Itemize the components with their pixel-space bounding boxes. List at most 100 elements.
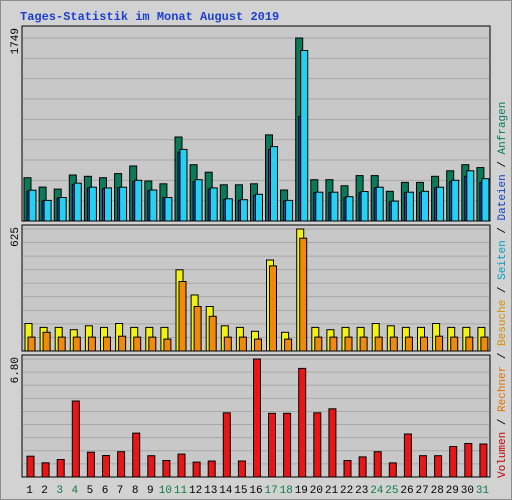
bar-volumen-day-23 — [358, 456, 367, 478]
bar-volumen-day-3 — [56, 459, 65, 478]
legend-item-anfragen: Anfragen — [497, 102, 509, 155]
bar-volumen-day-19 — [298, 367, 307, 478]
x-tick-label-day-5: 5 — [87, 485, 94, 497]
bar-rechner-day-28 — [435, 335, 444, 352]
x-tick-label-day-29: 29 — [446, 485, 459, 497]
bar-volumen-day-11 — [177, 453, 186, 478]
x-tick-label-day-10: 10 — [159, 485, 172, 497]
bar-volumen-day-8 — [132, 432, 141, 478]
x-tick-label-day-6: 6 — [102, 485, 109, 497]
bar-seiten-day-3 — [58, 197, 67, 222]
bar-rechner-day-23 — [359, 336, 368, 352]
bar-volumen-day-2 — [41, 462, 50, 478]
legend-separator: / — [497, 220, 509, 240]
bar-volumen-day-10 — [162, 460, 171, 478]
bar-rechner-day-25 — [389, 336, 398, 352]
x-tick-label-day-7: 7 — [117, 485, 124, 497]
bar-rechner-day-1 — [27, 336, 36, 352]
y-max-label: 625 — [10, 227, 22, 247]
legend-separator: / — [497, 154, 509, 174]
bar-volumen-day-21 — [328, 408, 337, 478]
bar-seiten-day-18 — [285, 199, 294, 222]
x-tick-label-day-11: 11 — [174, 485, 188, 497]
chart-panel-3: 6.80 — [10, 354, 491, 478]
bar-volumen-day-7 — [117, 451, 126, 478]
bar-seiten-day-26 — [405, 191, 414, 222]
bar-seiten-day-13 — [209, 187, 218, 222]
bar-volumen-day-14 — [222, 412, 231, 478]
bar-seiten-day-20 — [315, 191, 324, 222]
bar-rechner-day-14 — [223, 336, 232, 352]
bar-seiten-day-7 — [119, 186, 128, 222]
bar-seiten-day-10 — [164, 197, 173, 222]
bar-rechner-day-30 — [465, 336, 474, 352]
x-tick-label-day-14: 14 — [219, 485, 233, 497]
x-tick-label-day-30: 30 — [461, 485, 474, 497]
bar-seiten-day-9 — [149, 189, 158, 222]
bar-volumen-day-25 — [388, 462, 397, 478]
bar-seiten-day-30 — [466, 170, 475, 222]
y-max-label: 6.80 — [10, 357, 22, 383]
y-max-label: 1749 — [10, 28, 22, 54]
bar-volumen-day-16 — [253, 358, 261, 478]
bar-volumen-day-20 — [313, 412, 322, 478]
bar-rechner-day-22 — [344, 336, 353, 352]
x-tick-label-day-2: 2 — [41, 485, 48, 497]
bar-seiten-day-6 — [104, 187, 112, 222]
bar-volumen-day-12 — [192, 461, 201, 478]
bar-seiten-day-8 — [134, 179, 143, 222]
x-tick-label-day-3: 3 — [56, 485, 63, 497]
legend-item-besuche: Besuche — [497, 300, 509, 346]
bar-volumen-day-4 — [71, 400, 80, 478]
bar-seiten-day-2 — [43, 199, 52, 222]
bar-seiten-day-16 — [255, 193, 263, 222]
bar-seiten-day-29 — [451, 179, 460, 222]
bar-rechner-day-8 — [133, 336, 142, 352]
bar-volumen-day-9 — [147, 455, 156, 478]
bar-rechner-day-6 — [103, 336, 111, 352]
bar-seiten-day-24 — [375, 186, 384, 222]
bar-seiten-day-5 — [88, 186, 97, 222]
bar-rechner-day-10 — [163, 338, 172, 352]
bar-rechner-day-2 — [42, 331, 51, 352]
bar-rechner-day-13 — [208, 315, 217, 352]
bar-seiten-day-31 — [481, 178, 490, 222]
bar-volumen-day-31 — [479, 443, 488, 478]
bar-seiten-day-11 — [179, 148, 188, 222]
x-tick-label-day-24: 24 — [370, 485, 384, 497]
bar-rechner-day-29 — [450, 336, 459, 352]
x-tick-label-day-1: 1 — [26, 485, 33, 497]
x-tick-label-day-18: 18 — [280, 485, 293, 497]
x-tick-label-day-19: 19 — [295, 485, 308, 497]
bar-volumen-day-15 — [237, 460, 246, 478]
bar-rechner-day-4 — [72, 336, 81, 352]
bar-rechner-day-20 — [314, 336, 323, 352]
x-tick-label-day-4: 4 — [71, 485, 78, 497]
x-tick-label-day-12: 12 — [189, 485, 202, 497]
bar-volumen-day-28 — [434, 455, 443, 478]
bar-rechner-day-9 — [148, 336, 157, 352]
chart-panel-1: 1749 — [10, 25, 491, 222]
x-tick-label-day-25: 25 — [385, 485, 398, 497]
bar-rechner-day-11 — [178, 281, 187, 352]
bar-rechner-day-26 — [404, 336, 413, 352]
bar-volumen-day-5 — [86, 451, 95, 478]
bar-rechner-day-21 — [329, 336, 338, 352]
x-tick-label-day-9: 9 — [147, 485, 154, 497]
bar-seiten-day-23 — [360, 191, 369, 222]
bar-volumen-day-30 — [464, 443, 473, 478]
x-tick-label-day-17: 17 — [264, 485, 277, 497]
bar-seiten-day-15 — [239, 199, 248, 222]
bar-seiten-day-19 — [300, 50, 309, 222]
bar-seiten-day-22 — [345, 196, 354, 222]
bar-seiten-day-12 — [194, 179, 203, 222]
bar-seiten-day-21 — [330, 191, 339, 222]
bar-volumen-day-18 — [283, 412, 292, 478]
legend-separator: / — [497, 412, 509, 432]
x-tick-label-day-28: 28 — [431, 485, 444, 497]
bar-rechner-day-18 — [284, 338, 293, 352]
x-tick-label-day-22: 22 — [340, 485, 353, 497]
bar-seiten-day-28 — [436, 186, 445, 222]
x-tick-label-day-13: 13 — [204, 485, 217, 497]
legend-separator: / — [497, 280, 509, 300]
